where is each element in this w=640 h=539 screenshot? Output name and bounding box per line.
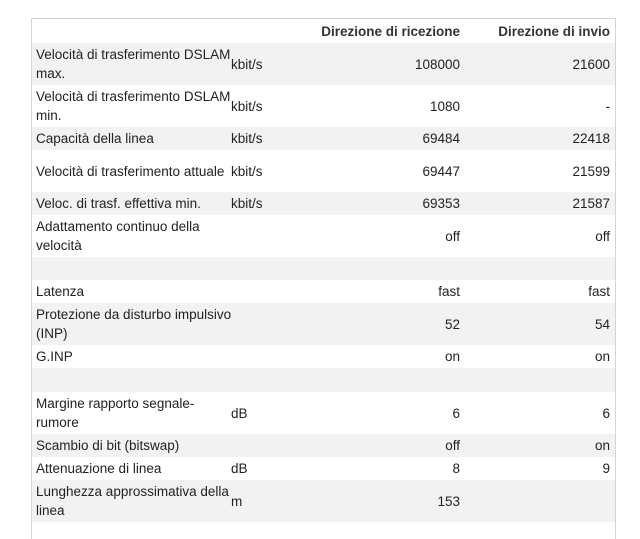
row-tx-value: 21587: [572, 196, 610, 211]
row-tx-value: on: [594, 438, 610, 453]
row-unit: kbit/s: [231, 56, 263, 72]
table-row: Lunghezza approssimativa della linea m 1…: [32, 480, 615, 522]
row-rx-value: 52: [444, 316, 460, 332]
row-label: Margine rapporto segnale-rumore: [36, 396, 195, 430]
table-row: Attenuazione di linea dB 8 9: [32, 457, 615, 480]
table-row: Capacità della linea kbit/s 69484 22418: [32, 127, 615, 150]
row-tx-value: 54: [594, 316, 610, 332]
table-row: Adattamento continuo della velocità off …: [32, 215, 615, 257]
row-label: Velocità di trasferimento DSLAM min.: [36, 89, 231, 123]
table-header: Direzione di ricezione Direzione di invi…: [32, 19, 615, 43]
row-rx-value: 69353: [422, 196, 460, 211]
row-rx-value: 108000: [414, 56, 460, 72]
row-rx-value: 8: [452, 461, 460, 476]
row-rx-value: 6: [452, 405, 460, 421]
table-row: Velocità di trasferimento DSLAM min. kbi…: [32, 85, 615, 127]
row-label: Latenza: [36, 284, 85, 299]
row-tx-value: [460, 480, 610, 522]
row-unit: kbit/s: [231, 131, 263, 146]
table-row: Veloc. di trasf. effettiva min. kbit/s 6…: [32, 192, 615, 215]
row-label: Velocità di trasferimento DSLAM max.: [36, 47, 231, 81]
spacer-row: [32, 257, 615, 280]
header-rx: Direzione di ricezione: [321, 23, 460, 39]
row-unit: [231, 434, 291, 457]
table-row: Latenza fast fast: [32, 280, 615, 303]
row-unit: m: [231, 493, 243, 509]
table-row: Protezione da disturbo impulsivo (INP) 5…: [32, 303, 615, 345]
table-row: Velocità di trasferimento DSLAM max. kbi…: [32, 43, 615, 85]
row-rx-value: 1080: [429, 98, 460, 114]
row-tx-value: 21599: [572, 163, 610, 179]
row-unit: kbit/s: [231, 163, 263, 179]
header-tx: Direzione di invio: [498, 23, 610, 39]
row-unit: [231, 345, 291, 368]
row-rx-value: off: [445, 438, 460, 453]
row-rx-value: 69484: [422, 131, 460, 146]
row-unit: [231, 303, 291, 345]
row-unit: [231, 215, 291, 257]
row-tx-value: fast: [588, 284, 610, 299]
row-rx-value: on: [444, 349, 460, 364]
row-tx-value: -: [605, 98, 611, 114]
row-rx-value: 153: [437, 493, 460, 509]
row-label: Attenuazione di linea: [36, 461, 162, 476]
row-tx-value: off: [595, 228, 610, 244]
row-label: [36, 257, 232, 280]
row-tx-value: 21600: [572, 56, 610, 72]
row-unit: dB: [231, 461, 248, 476]
row-tx-value: 9: [602, 461, 610, 476]
row-label: Protezione da disturbo impulsivo (INP): [36, 307, 232, 341]
table-row: Scambio di bit (bitswap) off on: [32, 434, 615, 457]
row-label: Adattamento continuo della velocità: [36, 219, 200, 253]
row-rx-value: off: [445, 228, 460, 244]
row-label: Lunghezza approssimativa della linea: [36, 484, 229, 518]
table-row: G.INP on on: [32, 345, 615, 368]
row-tx-value: on: [594, 349, 610, 364]
row-unit: kbit/s: [231, 98, 263, 114]
row-rx-value: fast: [438, 284, 460, 299]
row-tx-value: 22418: [572, 131, 610, 146]
row-label: G.INP: [36, 349, 73, 364]
table-row: Margine rapporto segnale-rumore dB 6 6: [32, 392, 615, 434]
row-rx-value: 69447: [422, 163, 460, 179]
row-unit: [231, 280, 291, 303]
row-label: Veloc. di trasf. effettiva min.: [36, 196, 201, 211]
table-row: Velocità di trasferimento attuale kbit/s…: [32, 150, 615, 192]
row-label: Capacità della linea: [36, 131, 154, 146]
row-unit: kbit/s: [231, 196, 263, 211]
row-label: Scambio di bit (bitswap): [36, 438, 180, 453]
row-label: Velocità di trasferimento attuale: [36, 163, 225, 179]
row-tx-value: 6: [602, 405, 610, 421]
spacer-row: [32, 368, 615, 392]
dsl-info-table: Direzione di ricezione Direzione di invi…: [31, 18, 616, 539]
row-unit: dB: [231, 405, 248, 421]
row-label: [36, 368, 232, 392]
